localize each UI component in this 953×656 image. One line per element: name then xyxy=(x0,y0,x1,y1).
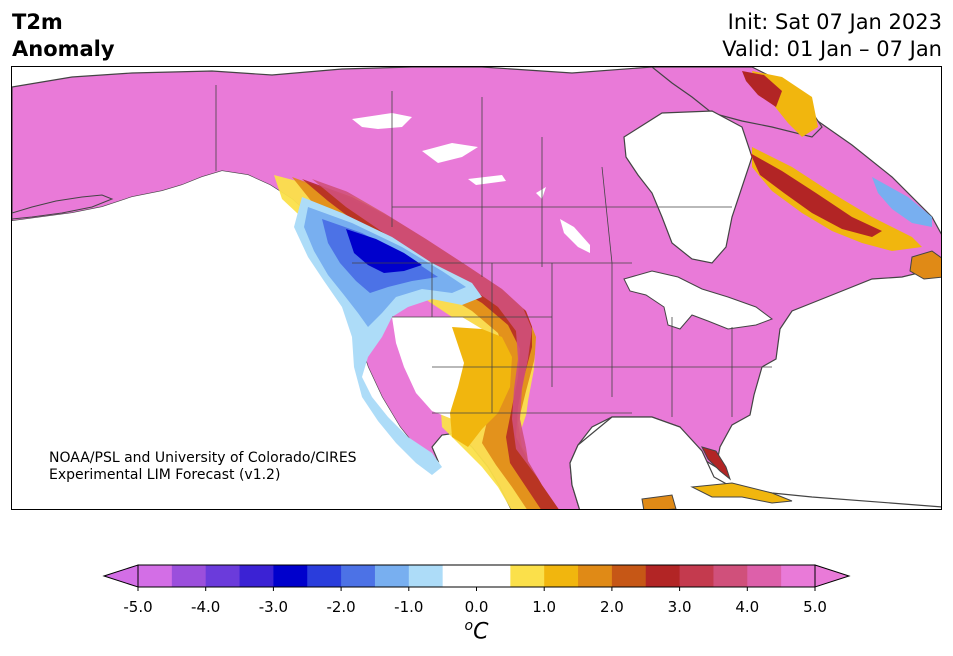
colorbar-segment xyxy=(374,565,410,587)
credit-line-1: NOAA/PSL and University of Colorado/CIRE… xyxy=(49,450,357,466)
colorbar-segment xyxy=(171,565,207,587)
florida-warm xyxy=(701,446,732,481)
map-canvas xyxy=(12,67,941,509)
colorbar-segment xyxy=(544,565,579,587)
colorbar-segments xyxy=(102,564,851,591)
east-canada-warm xyxy=(752,147,922,251)
map-title: T2m Anomaly xyxy=(12,9,115,63)
great-lakes xyxy=(623,270,774,330)
southwest-warm xyxy=(450,327,512,447)
unit-degree: o xyxy=(464,618,474,634)
colorbar-tick-label: -5.0 xyxy=(123,598,153,616)
cold-core xyxy=(346,229,422,273)
political-borders xyxy=(215,85,772,417)
colorbar-tick-label: 1.0 xyxy=(532,598,557,616)
colorbar-segment xyxy=(341,565,376,587)
colorbar-segment xyxy=(442,565,477,587)
interior-pink xyxy=(328,167,571,509)
east-canada-cold xyxy=(872,177,932,227)
hudson-bay xyxy=(623,110,753,264)
newfoundland-warm xyxy=(909,250,941,280)
forecast-dates: Init: Sat 07 Jan 2023 Valid: 01 Jan – 07… xyxy=(722,9,942,63)
colorbar-segment xyxy=(645,565,681,587)
cuba-warm xyxy=(690,482,793,504)
warm-band-orange xyxy=(292,177,571,509)
colorbar-tick-label: 0.0 xyxy=(464,598,489,616)
colorbar-segment xyxy=(476,565,511,587)
colorbar-tick-label: 4.0 xyxy=(735,598,760,616)
colorbar-tick-label: -1.0 xyxy=(394,598,424,616)
colorbar-segment xyxy=(611,565,647,587)
colorbar-under-arrow xyxy=(102,564,139,588)
great-slave-lake xyxy=(422,143,478,163)
great-bear-lake xyxy=(352,113,412,129)
colorbar-segment xyxy=(408,565,444,587)
lake-reindeer xyxy=(536,187,546,199)
colorbar-segment xyxy=(138,565,173,587)
lake-athabasca xyxy=(468,175,506,185)
colorbar-segment xyxy=(510,565,545,587)
credit-line-2: Experimental LIM Forecast (v1.2) xyxy=(49,467,281,483)
title-variable: T2m xyxy=(12,10,63,34)
colorbar-segment xyxy=(781,565,816,587)
east-canada-red xyxy=(750,153,882,237)
colorbar-tick-label: 3.0 xyxy=(667,598,692,616)
valid-range: Valid: 01 Jan – 07 Jan xyxy=(722,37,942,61)
colorbar-tick-label: 5.0 xyxy=(803,598,827,616)
colorbar-outline xyxy=(137,564,816,588)
colorbar-segment xyxy=(273,565,308,587)
colorbar-unit: oC xyxy=(0,618,953,644)
colorbar-tick-label: -2.0 xyxy=(326,598,356,616)
colorbar-segment xyxy=(307,565,342,587)
title-subvariable: Anomaly xyxy=(12,37,115,61)
colorbar-segment xyxy=(713,565,748,587)
credit-text: NOAA/PSL and University of Colorado/CIRE… xyxy=(49,450,357,484)
unit-letter: C xyxy=(473,619,489,645)
init-date: Init: Sat 07 Jan 2023 xyxy=(727,10,942,34)
colorbar-segment xyxy=(679,565,714,587)
colorbar-segment xyxy=(578,565,613,587)
colorbar-tick-label: -4.0 xyxy=(191,598,221,616)
aleutian-islands xyxy=(12,194,114,220)
colorbar-over-arrow xyxy=(814,564,851,588)
lake-winnipeg xyxy=(560,219,590,253)
colorbar-segment xyxy=(205,565,241,587)
greenland-red xyxy=(742,71,782,107)
colorbar-segment xyxy=(747,565,782,587)
colorbar-tick-label: -3.0 xyxy=(258,598,289,616)
caribbean-island xyxy=(641,494,677,509)
colorbar-tick-label: 2.0 xyxy=(599,598,624,616)
colorbar-segment xyxy=(239,565,274,587)
anomaly-map xyxy=(11,66,942,510)
